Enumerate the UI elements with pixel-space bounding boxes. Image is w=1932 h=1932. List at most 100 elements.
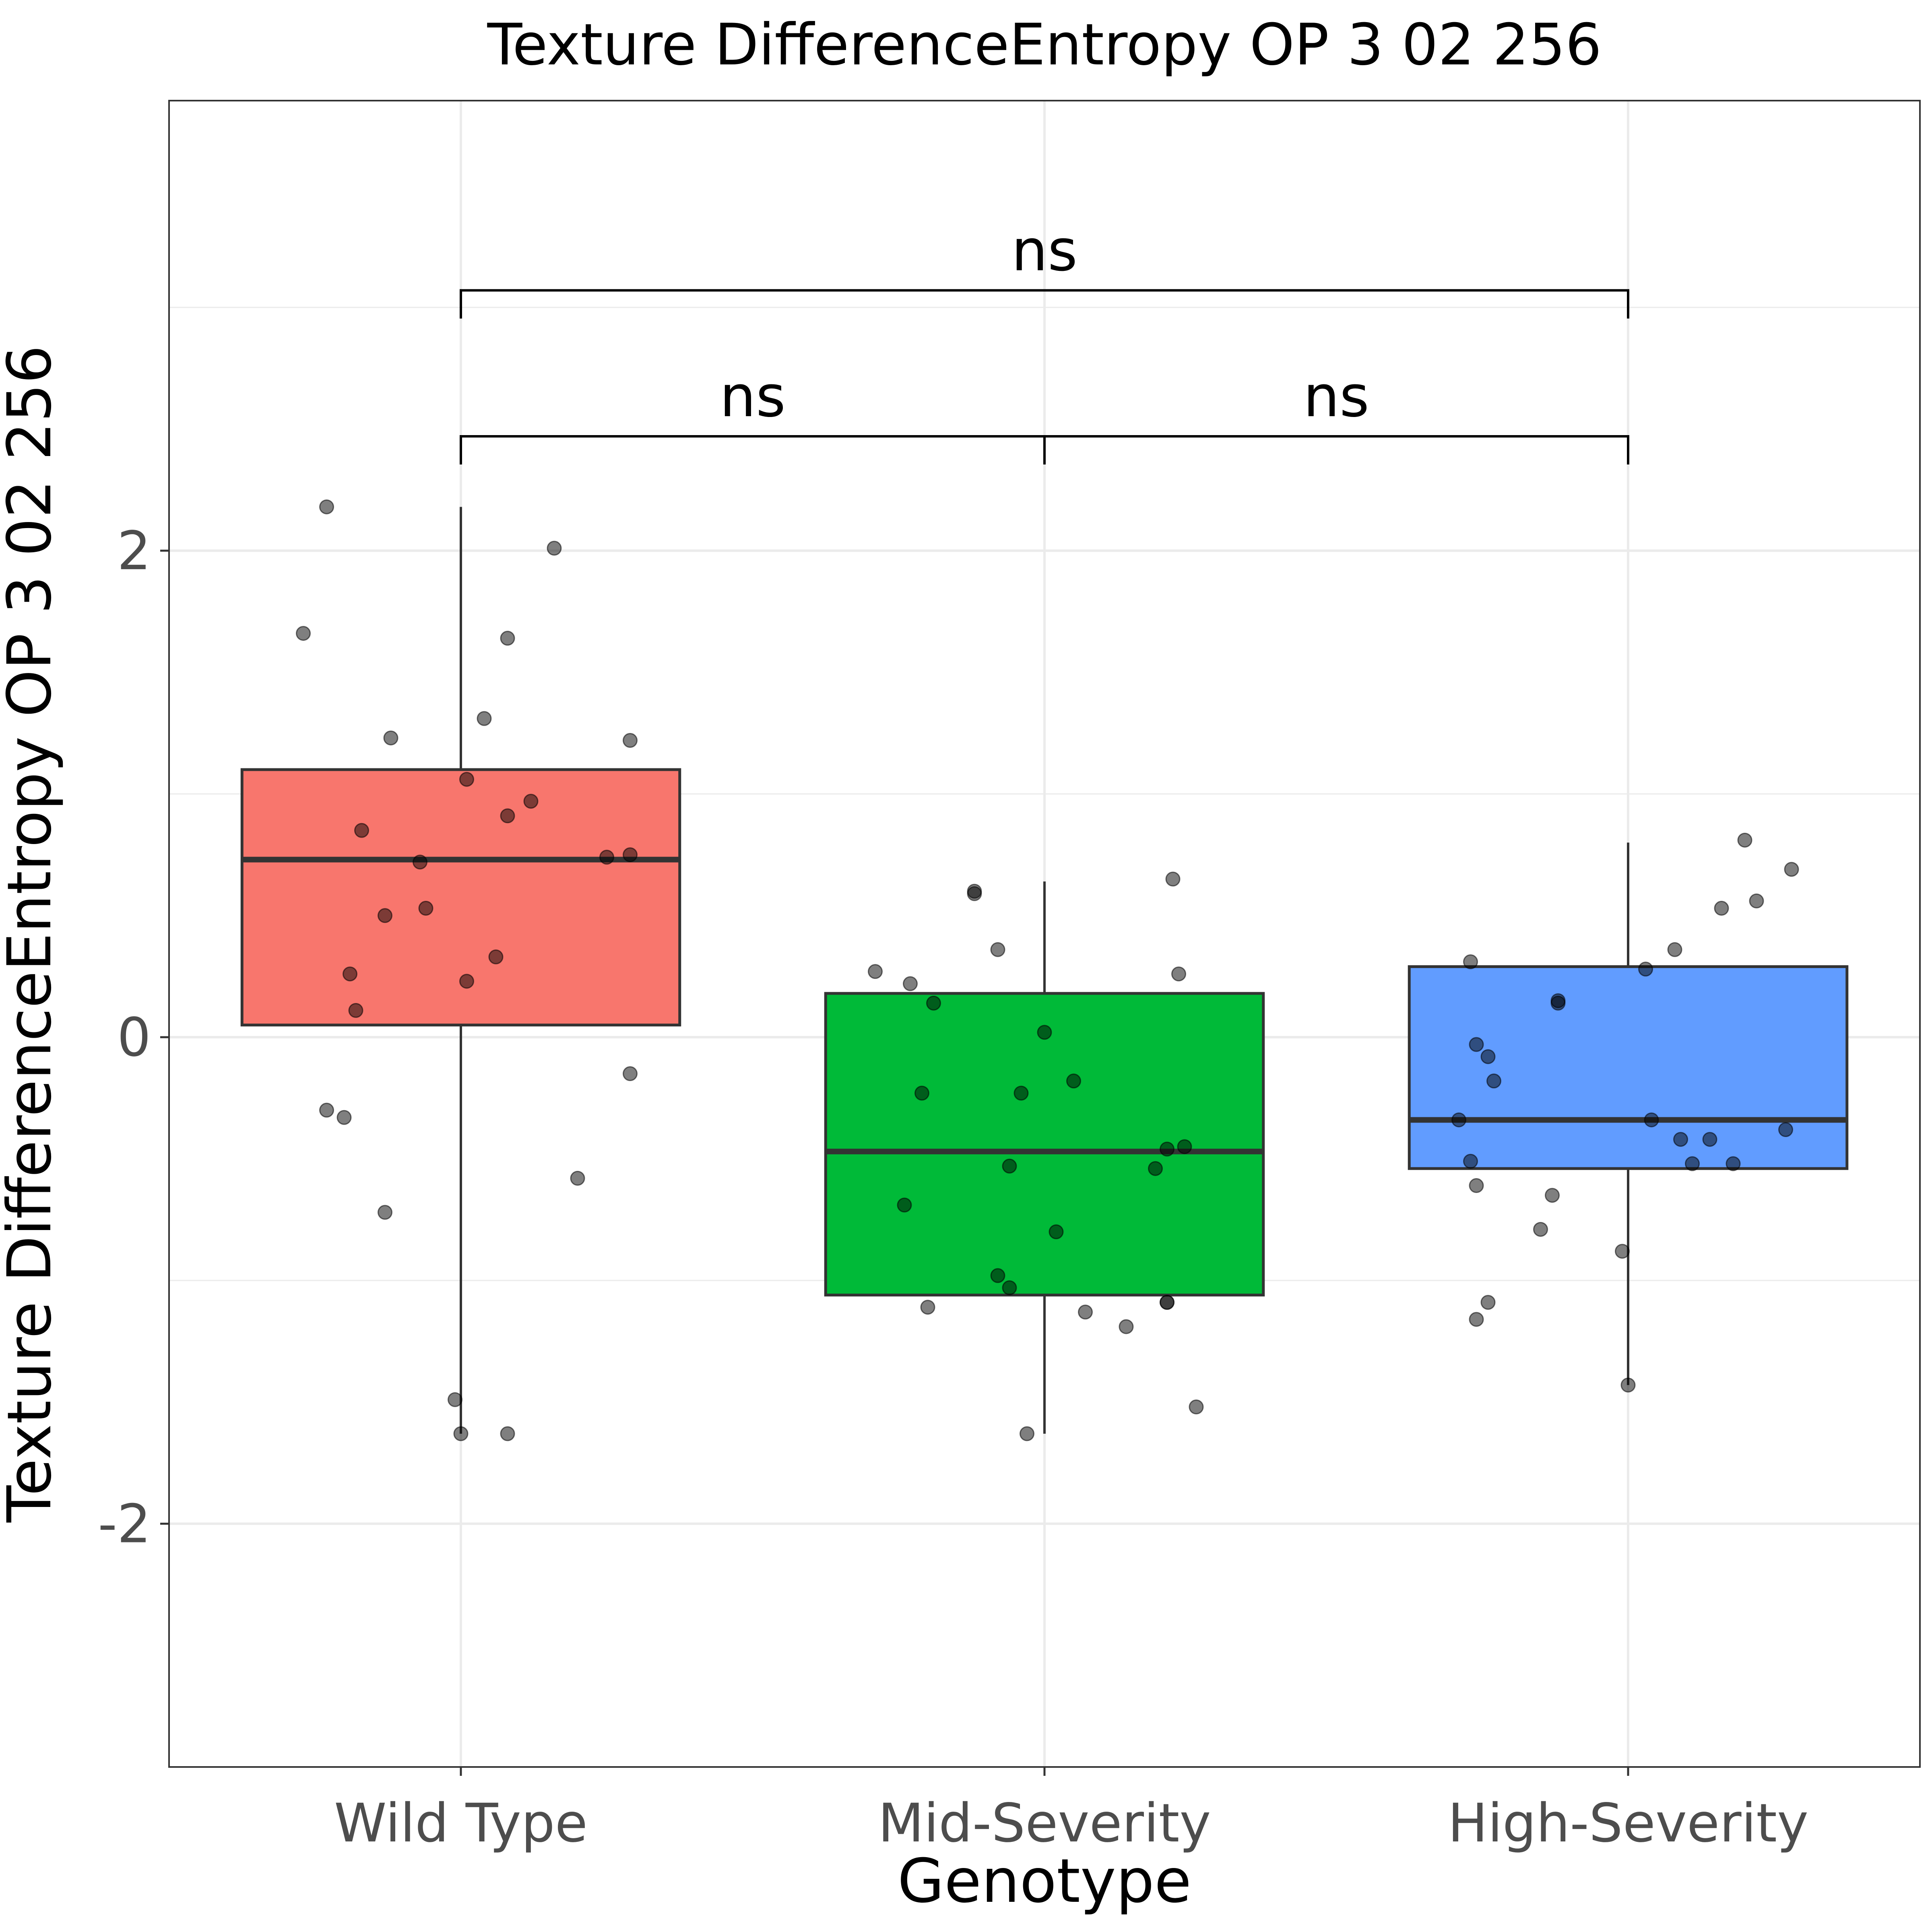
- y-tick-label: 0: [117, 1007, 151, 1069]
- data-point: [378, 908, 392, 923]
- data-point: [523, 794, 539, 809]
- data-point: [1013, 1086, 1029, 1101]
- data-point: [378, 1205, 392, 1220]
- data-point: [1615, 1244, 1630, 1259]
- data-point: [500, 631, 515, 646]
- data-point: [623, 847, 638, 863]
- data-point: [1469, 1037, 1484, 1052]
- comparison-bracket-2: ns: [460, 217, 1629, 319]
- y-tick-label: 2: [117, 520, 151, 582]
- data-point: [926, 995, 941, 1011]
- data-point: [903, 976, 918, 991]
- comparison-bracket-1: ns: [1043, 363, 1629, 465]
- data-point: [1177, 1139, 1192, 1154]
- data-point: [1685, 1156, 1700, 1171]
- data-point: [1486, 1073, 1501, 1089]
- data-point: [1002, 1280, 1017, 1295]
- data-point: [599, 850, 614, 865]
- data-point: [990, 942, 1005, 957]
- data-point: [1020, 1426, 1034, 1441]
- data-point: [1463, 1154, 1478, 1169]
- data-point: [623, 1066, 638, 1082]
- data-point: [914, 1086, 929, 1101]
- data-point: [1620, 1377, 1636, 1393]
- data-point: [570, 1170, 585, 1186]
- data-point: [868, 964, 883, 979]
- data-point: [343, 966, 357, 982]
- data-point: [1480, 1295, 1496, 1310]
- data-point: [1545, 1188, 1560, 1203]
- data-point: [1673, 1132, 1688, 1147]
- data-point: [348, 1003, 363, 1018]
- data-point: [488, 949, 504, 964]
- data-point: [1165, 871, 1181, 887]
- significance-label: ns: [720, 363, 786, 430]
- data-point: [1160, 1141, 1174, 1157]
- data-point: [1469, 1178, 1484, 1193]
- data-point: [623, 733, 638, 748]
- bracket-line: [1043, 435, 1629, 465]
- x-tick-label: High-Severity: [1448, 1792, 1808, 1854]
- data-point: [1463, 954, 1478, 970]
- x-tick-label: Mid-Severity: [878, 1792, 1211, 1854]
- data-point: [418, 901, 433, 916]
- data-point: [1160, 1295, 1174, 1310]
- data-point: [1037, 1025, 1052, 1040]
- data-point: [500, 1426, 515, 1441]
- data-point: [383, 730, 398, 745]
- data-point: [500, 808, 515, 824]
- points-layer: [296, 499, 1799, 1441]
- x-axis-title: Genotype: [898, 1846, 1191, 1916]
- data-point: [1480, 1049, 1496, 1064]
- data-point: [319, 1102, 334, 1118]
- box-2: [1408, 842, 1849, 1385]
- data-point: [1644, 1112, 1659, 1127]
- data-point: [1189, 1399, 1204, 1415]
- data-point: [990, 1268, 1005, 1283]
- data-point: [477, 711, 492, 726]
- data-point: [1667, 942, 1682, 957]
- data-point: [920, 1300, 935, 1315]
- data-point: [1066, 1073, 1081, 1089]
- y-tick-label: -2: [98, 1493, 151, 1555]
- data-point: [413, 855, 427, 870]
- data-point: [1702, 1132, 1717, 1147]
- data-point: [1078, 1305, 1093, 1320]
- data-point: [1049, 1224, 1064, 1239]
- x-tick-label: Wild Type: [334, 1792, 588, 1854]
- data-point: [1737, 832, 1752, 848]
- data-point: [547, 541, 562, 556]
- data-point: [1002, 1158, 1017, 1174]
- bracket-line: [460, 289, 1629, 319]
- data-point: [1469, 1312, 1484, 1327]
- data-point: [1714, 901, 1729, 916]
- data-point: [1784, 862, 1799, 877]
- y-axis-title: Texture DifferenceEntropy OP 3 02 256: [0, 345, 65, 1523]
- data-point: [1778, 1122, 1793, 1137]
- data-point: [453, 1426, 469, 1441]
- data-point: [459, 974, 474, 989]
- box-body: [1408, 965, 1849, 1170]
- box-body: [240, 768, 681, 1027]
- data-point: [319, 499, 334, 514]
- data-point: [1451, 1112, 1466, 1127]
- data-point: [448, 1392, 462, 1407]
- data-point: [1550, 995, 1566, 1011]
- data-point: [1533, 1222, 1548, 1237]
- data-point: [897, 1197, 912, 1213]
- data-point: [967, 886, 982, 901]
- data-point: [296, 626, 311, 641]
- data-point: [459, 772, 474, 787]
- data-point: [336, 1110, 352, 1125]
- data-point: [1148, 1161, 1163, 1176]
- chart-title: Texture DifferenceEntropy OP 3 02 256: [487, 12, 1602, 78]
- significance-label: ns: [1011, 217, 1077, 284]
- data-point: [1638, 962, 1653, 977]
- data-point: [1171, 966, 1186, 982]
- significance-brackets: ns ns ns: [460, 217, 1629, 465]
- data-point: [354, 823, 369, 838]
- data-point: [1726, 1156, 1741, 1171]
- data-point: [1119, 1319, 1134, 1334]
- box-0: [240, 507, 681, 1434]
